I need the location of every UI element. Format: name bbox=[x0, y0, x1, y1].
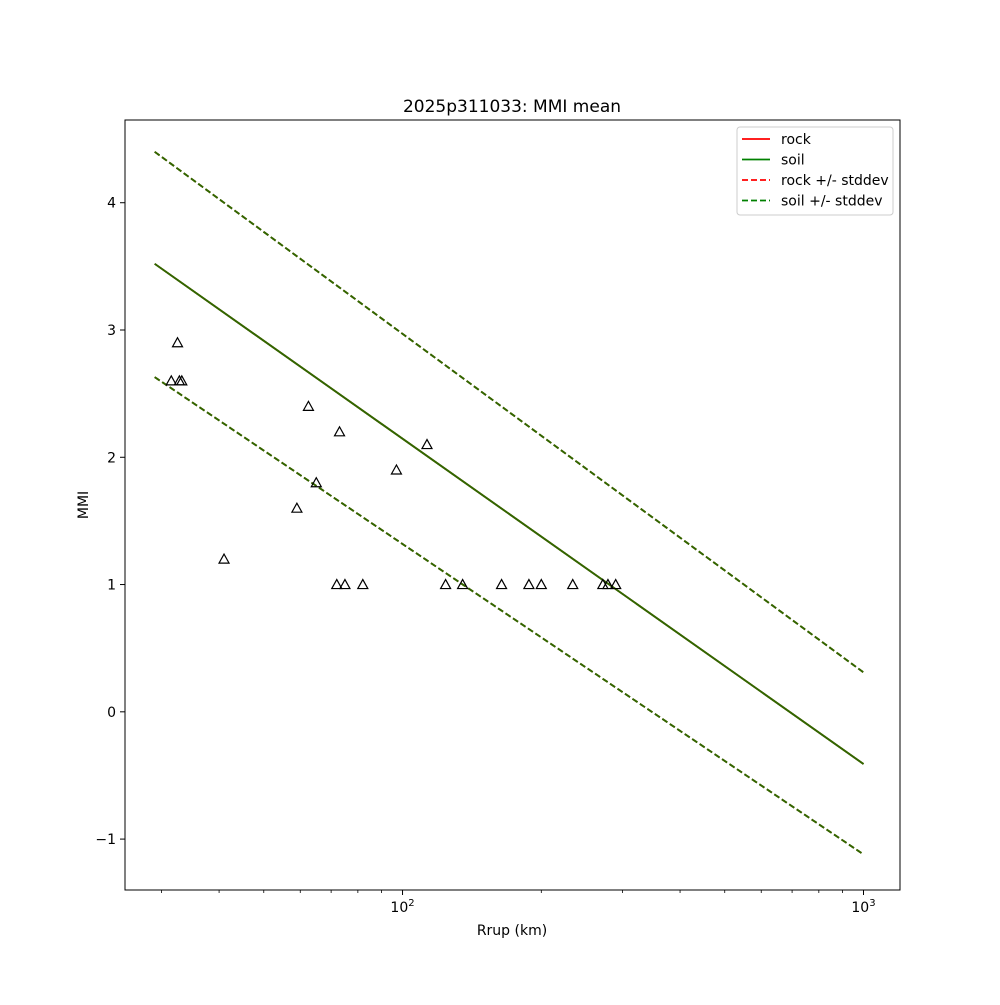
observation-point bbox=[338, 578, 351, 590]
observation-point bbox=[390, 463, 403, 475]
x-tick-label-base: 10 bbox=[390, 900, 408, 916]
observation-point bbox=[171, 336, 184, 348]
observation-point bbox=[290, 501, 303, 513]
observation-point bbox=[330, 578, 343, 590]
chart-title: 2025p311033: MMI mean bbox=[403, 97, 621, 117]
observation-point bbox=[566, 578, 579, 590]
mean-overlay-line bbox=[154, 263, 865, 765]
observation-markers bbox=[165, 336, 622, 590]
y-tick-label: 1 bbox=[107, 578, 116, 594]
y-tick-label: 2 bbox=[107, 450, 116, 466]
observation-point bbox=[535, 578, 548, 590]
observation-point bbox=[356, 578, 369, 590]
x-tick-label-exponent: 3 bbox=[869, 898, 875, 909]
y-tick-label: −1 bbox=[95, 832, 116, 848]
observation-point bbox=[522, 578, 535, 590]
stddev-lower-overlay-line bbox=[154, 376, 865, 856]
plot-frame bbox=[124, 119, 901, 891]
legend: rock soil rock +/- stddev soil +/- stddev bbox=[736, 126, 894, 216]
legend-label: rock +/- stddev bbox=[781, 173, 889, 189]
observation-point bbox=[333, 425, 346, 437]
x-tick-label: 103 bbox=[851, 898, 875, 916]
legend-box bbox=[736, 126, 894, 216]
y-tick-label: 4 bbox=[107, 196, 116, 212]
y-axis-label: MMI bbox=[76, 491, 92, 519]
observation-point bbox=[218, 552, 231, 564]
legend-label: soil bbox=[781, 153, 805, 169]
observation-point bbox=[302, 400, 315, 411]
legend-label: rock bbox=[781, 132, 812, 148]
observation-point bbox=[609, 578, 622, 590]
observation-point bbox=[456, 578, 469, 590]
observation-point bbox=[165, 374, 178, 386]
observation-point bbox=[601, 578, 614, 590]
x-tick-label: 102 bbox=[390, 898, 414, 916]
x-axis-label: Rrup (km) bbox=[477, 923, 547, 939]
stddev-upper-overlay-line bbox=[154, 151, 865, 674]
x-tick-label-exponent: 2 bbox=[408, 898, 414, 909]
y-tick-label: 0 bbox=[107, 705, 116, 721]
observation-point bbox=[495, 578, 508, 590]
series-lines bbox=[154, 151, 865, 856]
observation-point bbox=[175, 374, 188, 386]
observation-point bbox=[310, 476, 323, 488]
observation-point bbox=[439, 578, 452, 590]
observation-point bbox=[420, 438, 434, 450]
y-tick-label: 3 bbox=[107, 323, 116, 339]
x-tick-label-base: 10 bbox=[851, 900, 869, 916]
legend-label: soil +/- stddev bbox=[781, 194, 883, 210]
